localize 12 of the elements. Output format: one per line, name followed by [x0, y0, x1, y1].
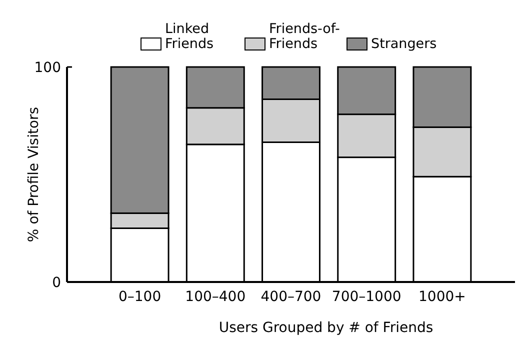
- y-tick-label: 0: [52, 274, 61, 291]
- x-axis-title: Users Grouped by # of Friends: [218, 320, 434, 336]
- legend-label: Friends-of-Friends: [269, 21, 340, 52]
- x-tick-label: 100–400: [185, 289, 246, 305]
- x-tick-label: 400–700: [260, 289, 322, 305]
- x-tick-label: 0–100: [118, 289, 162, 305]
- legend-label: Linked Friends: [165, 21, 214, 52]
- legend-label: Strangers: [371, 36, 437, 52]
- y-axis-title: % of Profile Visitors: [26, 106, 42, 242]
- x-tick-label: 700–1000: [332, 289, 402, 305]
- x-tick-label: 1000+: [418, 289, 466, 305]
- y-tick-label: 100: [34, 60, 61, 76]
